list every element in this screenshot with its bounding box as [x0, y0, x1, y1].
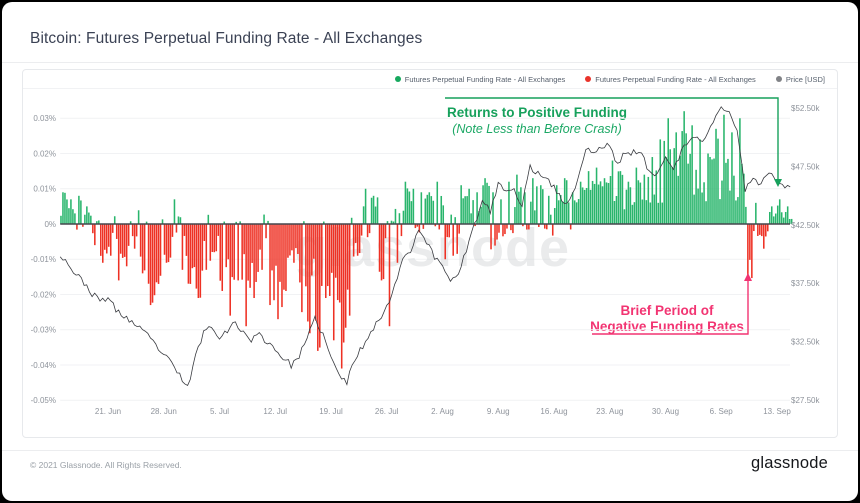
svg-text:19. Jul: 19. Jul [319, 407, 343, 416]
svg-text:$37.50k: $37.50k [791, 279, 820, 288]
svg-text:26. Jul: 26. Jul [375, 407, 399, 416]
svg-text:$32.50k: $32.50k [791, 338, 820, 347]
copyright-text: © 2021 Glassnode. All Rights Reserved. [30, 460, 182, 470]
svg-text:23. Aug: 23. Aug [596, 407, 623, 416]
svg-text:12. Jul: 12. Jul [263, 407, 287, 416]
positive-annotation-arrow [445, 97, 782, 187]
svg-text:-0.01%: -0.01% [31, 255, 56, 264]
svg-text:-0.02%: -0.02% [31, 290, 56, 299]
svg-text:0.02%: 0.02% [33, 149, 56, 158]
svg-text:-0.05%: -0.05% [31, 396, 56, 405]
title-divider [2, 62, 858, 63]
right-axis-labels: $52.50k $47.50k $42.50k $37.50k $32.50k $27.5… [791, 104, 820, 405]
legend-dot-red-icon [585, 76, 592, 82]
negative-annotation-arrow [592, 273, 752, 335]
svg-text:21. Jun: 21. Jun [95, 407, 121, 416]
svg-text:16. Aug: 16. Aug [540, 407, 567, 416]
svg-text:6. Sep: 6. Sep [710, 407, 734, 416]
svg-text:0.03%: 0.03% [33, 114, 56, 123]
x-axis-labels: 21. Jun 28. Jun 5. Jul 12. Jul 19. Jul 26. Ju… [95, 407, 791, 416]
svg-text:2. Aug: 2. Aug [431, 407, 454, 416]
svg-text:0.01%: 0.01% [33, 185, 56, 194]
legend-item-price[interactable]: Price [USD] [775, 74, 825, 84]
legend-label: Price [USD] [785, 74, 825, 84]
legend-label: Futures Perpetual Funding Rate - All Exc… [404, 74, 566, 84]
svg-text:0%: 0% [44, 220, 56, 229]
svg-text:5. Jul: 5. Jul [210, 407, 229, 416]
legend-item-funding-negative[interactable]: Futures Perpetual Funding Rate - All Exc… [585, 75, 756, 84]
svg-text:$27.50k: $27.50k [791, 396, 820, 405]
svg-text:-0.04%: -0.04% [31, 361, 56, 370]
funding-bars [60, 111, 793, 369]
svg-text:30. Aug: 30. Aug [652, 407, 679, 416]
left-axis-labels: 0.03% 0.02% 0.01% 0% -0.01% -0.02% -0.03% -0.04… [31, 114, 56, 405]
svg-text:28. Jun: 28. Jun [151, 407, 177, 416]
legend-item-funding-positive[interactable]: Futures Perpetual Funding Rate - All Exc… [394, 74, 566, 84]
legend-label: Futures Perpetual Funding Rate - All Exc… [595, 74, 756, 84]
svg-text:13. Sep: 13. Sep [763, 407, 791, 416]
svg-text:$42.50k: $42.50k [791, 221, 820, 230]
legend: Futures Perpetual Funding Rate - All Exc… [23, 70, 837, 89]
footer-divider [2, 450, 858, 451]
page-title: Bitcoin: Futures Perpetual Funding Rate … [30, 30, 423, 47]
svg-text:9. Aug: 9. Aug [487, 407, 510, 416]
svg-text:$47.50k: $47.50k [791, 162, 820, 171]
svg-text:-0.03%: -0.03% [31, 326, 56, 335]
legend-dot-green-icon [394, 76, 401, 82]
svg-text:$52.50k: $52.50k [791, 104, 820, 113]
glassnode-logo: glassnode [750, 454, 828, 472]
legend-dot-gray-icon [775, 76, 782, 82]
price-line [59, 106, 791, 386]
